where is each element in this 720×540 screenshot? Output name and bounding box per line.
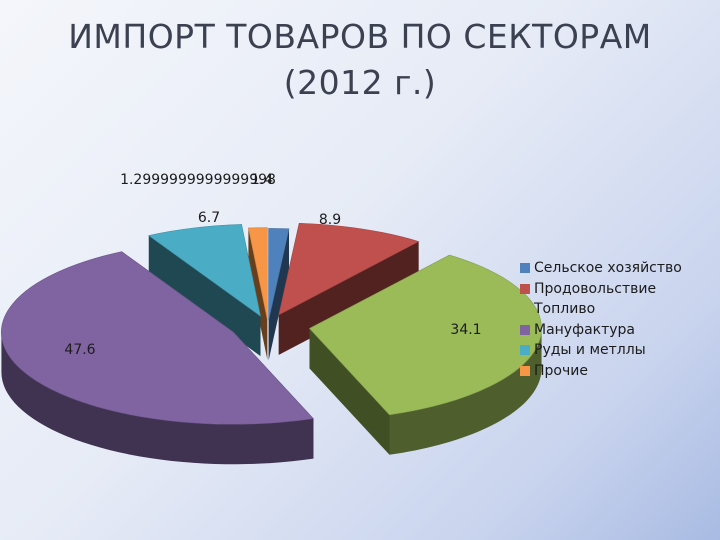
chart-legend: Сельское хозяйство Продовольствие Топливо М… [520, 258, 682, 381]
legend-swatch [520, 365, 530, 376]
legend-swatch [520, 283, 530, 294]
data-label-5: 6.7 [198, 210, 220, 226]
legend-label: Сельское хозяйство [534, 260, 682, 277]
title-line-2: (2012 г.) [283, 63, 437, 102]
legend-item-5: Руды и метллы [520, 340, 682, 361]
legend-swatch [520, 263, 530, 274]
legend-item-3: Топливо [520, 299, 682, 320]
legend-label: Мануфактура [534, 321, 636, 338]
legend-swatch [520, 304, 530, 315]
data-label-6: 1.2999999999999998 [120, 172, 276, 188]
pie-slice-1 [268, 228, 290, 361]
data-label-3: 34.1 [450, 322, 481, 338]
legend-item-4: Мануфактура [520, 320, 682, 341]
pie-slice-3 [309, 254, 542, 455]
pie-slice-4 [1, 251, 314, 465]
legend-label: Продовольствие [534, 280, 657, 297]
legend-swatch [520, 345, 530, 356]
pie-slice-6 [248, 227, 268, 360]
legend-label: Прочие [534, 362, 588, 379]
chart-title: ИМПОРТ ТОВАРОВ ПО СЕКТОРАМ (2012 г.) [0, 14, 720, 106]
title-line-1: ИМПОРТ ТОВАРОВ ПО СЕКТОРАМ [68, 17, 652, 56]
data-label-1: 1.4 [251, 172, 273, 188]
legend-item-6: Прочие [520, 361, 682, 382]
legend-swatch [520, 324, 530, 335]
pie-slice-5 [148, 224, 261, 357]
legend-label: Топливо [534, 301, 596, 318]
legend-item-1: Сельское хозяйство [520, 258, 682, 279]
data-label-4: 47.6 [64, 342, 95, 358]
data-label-2: 8.9 [319, 212, 341, 228]
legend-label: Руды и метллы [534, 342, 646, 359]
legend-item-2: Продовольствие [520, 279, 682, 300]
